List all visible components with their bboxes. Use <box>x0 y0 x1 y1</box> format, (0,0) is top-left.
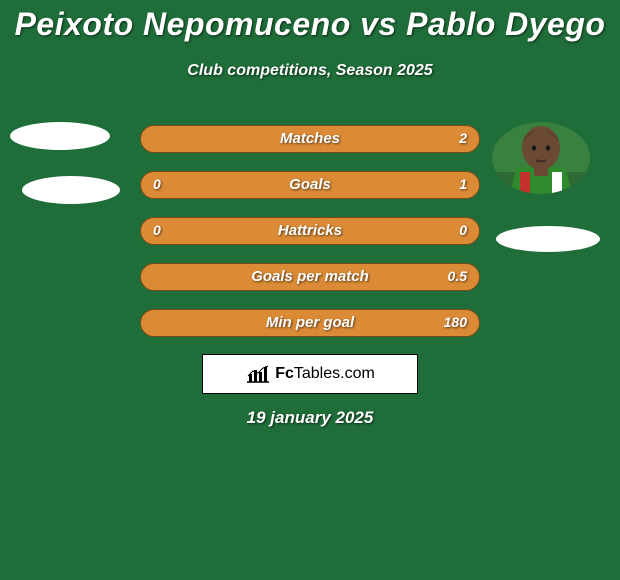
logo-text-bold: Fc <box>275 365 294 382</box>
fctables-logo-text: FcTables.com <box>275 365 375 383</box>
stat-label-mpg: Min per goal <box>141 314 479 331</box>
player-left-avatar-placeholder-1 <box>10 122 110 150</box>
stat-right-mpg: 180 <box>444 314 467 330</box>
stat-row-hattricks: 0 Hattricks 0 <box>140 217 480 245</box>
logo-text-rest: Tables.com <box>294 365 375 382</box>
stat-label-matches: Matches <box>141 130 479 147</box>
stat-right-goals: 1 <box>459 176 467 192</box>
date-label: 19 january 2025 <box>0 408 620 428</box>
player-left-avatar-placeholder-2 <box>22 176 120 204</box>
stat-right-hattricks: 0 <box>459 222 467 238</box>
stat-row-goals: 0 Goals 1 <box>140 171 480 199</box>
stat-right-gpm: 0.5 <box>448 268 467 284</box>
bar-chart-icon <box>245 364 271 384</box>
stat-right-matches: 2 <box>459 130 467 146</box>
stat-row-matches: Matches 2 <box>140 125 480 153</box>
stat-label-gpm: Goals per match <box>141 268 479 285</box>
stat-label-goals: Goals <box>141 176 479 193</box>
stat-label-hattricks: Hattricks <box>141 222 479 239</box>
stat-row-mpg: Min per goal 180 <box>140 309 480 337</box>
player-right-badge-placeholder <box>496 226 600 252</box>
subtitle: Club competitions, Season 2025 <box>0 62 620 80</box>
stat-row-gpm: Goals per match 0.5 <box>140 263 480 291</box>
comparison-card: Peixoto Nepomuceno vs Pablo Dyego Club c… <box>0 0 620 580</box>
page-title: Peixoto Nepomuceno vs Pablo Dyego <box>0 6 620 43</box>
player-photo-icon <box>492 122 590 194</box>
player-right-avatar <box>492 122 590 194</box>
fctables-link[interactable]: FcTables.com <box>202 354 418 394</box>
